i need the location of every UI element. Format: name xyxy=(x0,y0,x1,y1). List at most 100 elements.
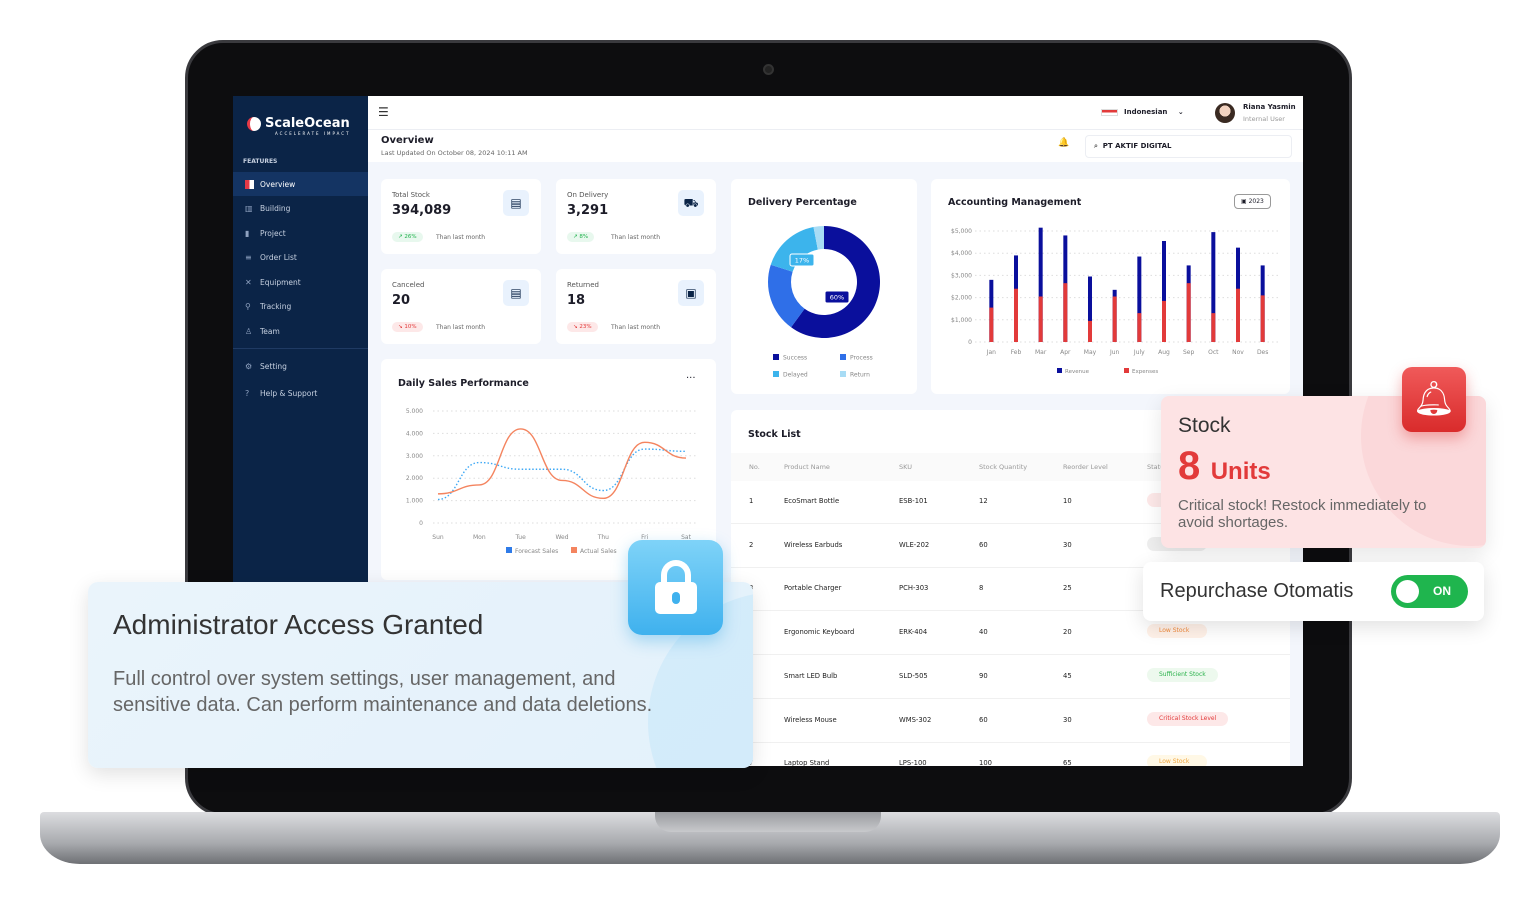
sidebar-item-label: Overview xyxy=(260,179,296,189)
cell-reorder: 65 xyxy=(1063,759,1072,766)
search-icon: ⌕ xyxy=(1094,142,1098,150)
cell-reorder: 10 xyxy=(1063,497,1072,505)
cell-name: Smart LED Bulb xyxy=(784,671,838,680)
sidebar-item-tracking[interactable]: ⚲ Tracking xyxy=(233,295,368,319)
bar-expenses xyxy=(1063,283,1068,342)
sidebar-item-overview[interactable]: Overview xyxy=(233,172,368,196)
x-tick-label: Nov xyxy=(1232,349,1244,356)
sidebar-item-setting[interactable]: ⚙ Setting xyxy=(233,354,368,378)
cell-reorder: 30 xyxy=(1063,540,1072,549)
avatar[interactable] xyxy=(1215,103,1235,123)
y-tick-label: 3.000 xyxy=(406,453,423,460)
y-tick-label: $5,000 xyxy=(951,228,972,235)
legend-swatch xyxy=(773,371,779,377)
stat-card-total-stock: Total Stock 394,089 ▤ ↗ 26% Than last month xyxy=(381,179,541,254)
accounting-title: Accounting Management xyxy=(948,197,1082,208)
sidebar-item-help-support[interactable]: ? Help & Support xyxy=(233,381,368,405)
location-pin-icon: ⚲ xyxy=(245,302,251,311)
column-header: Status xyxy=(1147,463,1168,471)
stock-count: 8 xyxy=(1178,444,1201,488)
cell-reorder: 30 xyxy=(1063,715,1072,724)
calendar-icon: ▣ xyxy=(1241,198,1247,205)
page-title: Overview xyxy=(381,135,434,146)
x-tick-label: Jan xyxy=(986,349,996,356)
donut-slice-success xyxy=(791,226,880,338)
cell-qty: 40 xyxy=(979,628,988,637)
cell-name: Laptop Stand xyxy=(784,759,830,766)
series-line-actual-sales xyxy=(437,428,687,500)
sidebar-item-building[interactable]: ▥ Building xyxy=(233,197,368,221)
bar-revenue xyxy=(1088,276,1092,342)
menu-icon[interactable]: ☰ xyxy=(378,105,389,119)
y-tick-label: 1.000 xyxy=(406,498,423,505)
accounting-bar-chart: 0 $1,000 $2,000 $3,000 $4,000 $5,000 Jan Feb Mar… xyxy=(951,227,1281,375)
search-value: PT AKTIF DIGITAL xyxy=(1102,142,1172,150)
legend-swatch xyxy=(840,371,846,377)
column-header: Stock Quantity xyxy=(979,463,1028,471)
donut-slice-return xyxy=(813,226,824,250)
column-header: Product Name xyxy=(784,463,830,471)
title-bar: Overview Last Updated On October 08, 202… xyxy=(368,130,1303,162)
tools-icon: ✕ xyxy=(245,277,252,287)
slice-label-box xyxy=(824,290,850,304)
top-bar: ☰ Indonesian ⌄ Riana Yasmin Internal Use… xyxy=(368,96,1303,130)
cell-sku: PCH-303 xyxy=(899,584,929,593)
trend-value: 8% xyxy=(579,234,589,240)
laptop-notch xyxy=(655,812,881,832)
slice-label: 60% xyxy=(830,294,844,302)
status-badge: Sufficient Stock xyxy=(1147,667,1218,682)
legend-label: Revenue xyxy=(1065,369,1090,375)
daily-sales-chart: 0 1.000 2.000 3.000 4.000 5.000 Sun Mon Tue Wed Th… xyxy=(406,408,696,555)
notification-bell-icon[interactable]: 🔔 xyxy=(1058,138,1070,148)
trend-value: 10% xyxy=(404,324,417,330)
cell-no: 1 xyxy=(749,497,754,505)
legend-label: Success xyxy=(783,355,807,362)
admin-access-card: Administrator Access Granted Full contro… xyxy=(88,582,753,768)
legend-swatch xyxy=(506,547,512,553)
trend-badge: ↗ 8% xyxy=(567,232,595,242)
sidebar-item-team[interactable]: ♙ Team xyxy=(233,319,368,343)
help-icon: ? xyxy=(245,388,250,398)
legend-swatch xyxy=(773,354,779,360)
x-tick-label: Jun xyxy=(1109,349,1120,356)
flag-icon xyxy=(1101,109,1118,116)
company-search-input[interactable]: ⌕ PT AKTIF DIGITAL xyxy=(1085,135,1292,158)
legend-label: Delayed xyxy=(783,372,808,379)
cell-sku: WMS-302 xyxy=(899,715,932,724)
sidebar-item-equipment[interactable]: ✕ Equipment xyxy=(233,270,368,294)
grid-icon xyxy=(245,179,254,189)
stock-list-title: Stock List xyxy=(748,429,801,440)
stat-card-canceled: Canceled 20 ▤ ↘ 10% Than last month xyxy=(381,269,541,344)
language-selector[interactable]: Indonesian ⌄ xyxy=(1124,108,1184,116)
list-icon: ≡ xyxy=(245,253,252,262)
cell-reorder: 45 xyxy=(1063,671,1072,680)
stat-value: 394,089 xyxy=(392,203,452,218)
x-tick-label: Feb xyxy=(1011,349,1022,356)
accounting-card: Accounting Management ▣ 2023 0 $1,000 $2,0… xyxy=(931,179,1290,394)
sidebar-item-project[interactable]: ▮ Project xyxy=(233,221,368,245)
legend-label: Expenses xyxy=(1132,369,1158,375)
lock-icon xyxy=(628,540,723,635)
box-icon: ▤ xyxy=(503,190,529,216)
trend-value: 23% xyxy=(579,324,592,330)
sidebar-item-label: Building xyxy=(260,204,291,213)
bar-expenses xyxy=(1211,313,1216,342)
sidebar-item-order-list[interactable]: ≡ Order List xyxy=(233,246,368,270)
year-filter-button[interactable]: ▣ 2023 xyxy=(1234,194,1271,209)
stat-value: 18 xyxy=(567,293,586,308)
x-tick-label: Des xyxy=(1257,349,1268,356)
x-tick-label: Sat xyxy=(681,534,691,541)
cell-qty: 90 xyxy=(979,671,988,680)
more-options-icon[interactable]: ··· xyxy=(686,373,696,384)
bar-expenses xyxy=(1038,296,1043,342)
legend-swatch xyxy=(840,354,846,360)
brand-tagline: ACCELERATE IMPACT xyxy=(275,131,351,136)
delivery-title: Delivery Percentage xyxy=(748,197,857,208)
cell-qty: 8 xyxy=(979,584,984,593)
repurchase-toggle[interactable]: ON xyxy=(1391,575,1468,608)
x-tick-label: Oct xyxy=(1208,349,1219,356)
